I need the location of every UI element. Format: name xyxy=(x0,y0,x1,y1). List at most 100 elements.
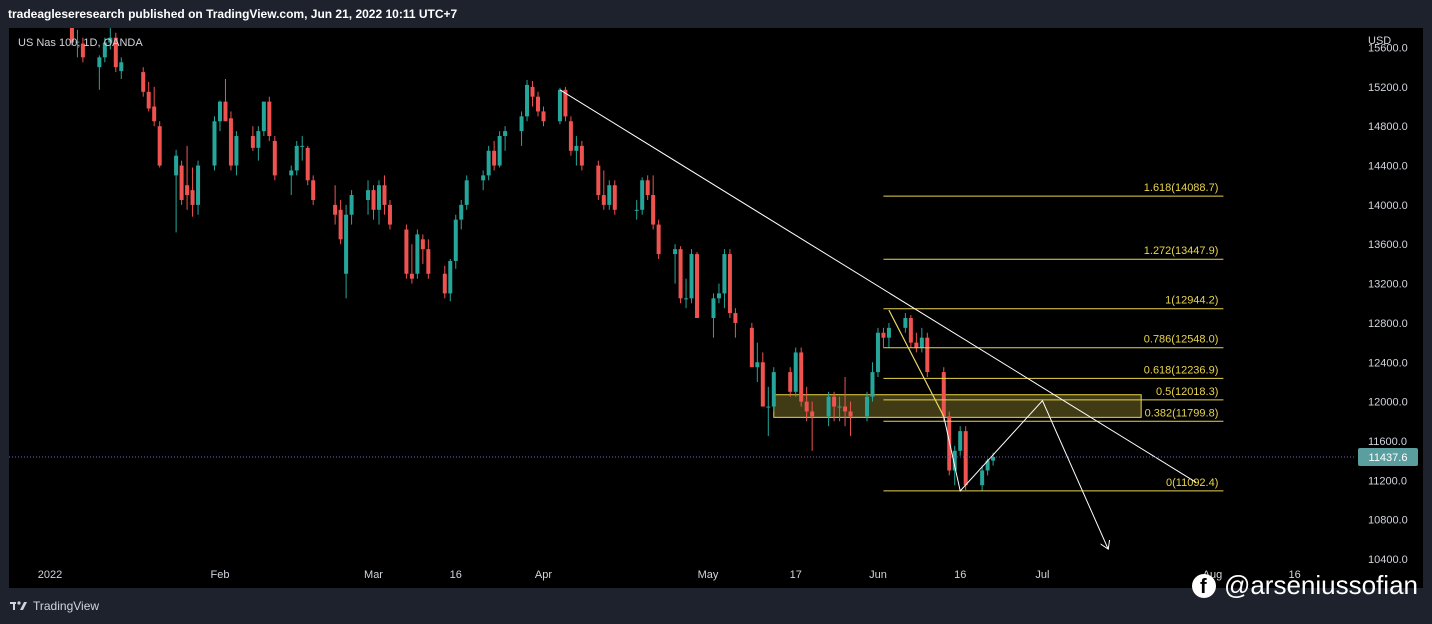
candle[interactable] xyxy=(267,101,272,137)
candle[interactable] xyxy=(141,72,146,92)
candle[interactable] xyxy=(349,195,354,215)
candle[interactable] xyxy=(185,185,190,196)
candle[interactable] xyxy=(941,372,946,417)
candle[interactable] xyxy=(75,41,80,43)
candle[interactable] xyxy=(832,396,837,407)
candle[interactable] xyxy=(958,431,963,451)
candle[interactable] xyxy=(256,131,261,148)
candle[interactable] xyxy=(305,147,310,181)
candle[interactable] xyxy=(382,185,387,205)
candle[interactable] xyxy=(234,136,239,166)
candle[interactable] xyxy=(376,185,381,210)
candle[interactable] xyxy=(404,229,409,274)
candle[interactable] xyxy=(442,273,447,294)
candle[interactable] xyxy=(453,219,458,261)
candle[interactable] xyxy=(481,175,486,181)
candle[interactable] xyxy=(464,180,469,205)
candle[interactable] xyxy=(722,254,727,294)
candle[interactable] xyxy=(864,396,869,417)
candle[interactable] xyxy=(771,372,776,407)
candle[interactable] xyxy=(272,140,277,176)
candle[interactable] xyxy=(486,150,491,176)
candle[interactable] xyxy=(689,254,694,299)
candle[interactable] xyxy=(261,101,266,132)
candle[interactable] xyxy=(113,37,118,68)
candle[interactable] xyxy=(799,352,804,402)
candle[interactable] xyxy=(804,401,809,412)
candle[interactable] xyxy=(826,396,831,417)
candlestick-chart[interactable]: 15600.0 15200.0 14800.0 14400.0 14000.0 13600… xyxy=(9,0,1423,588)
candle[interactable] xyxy=(190,190,195,205)
candle[interactable] xyxy=(579,145,584,166)
candle[interactable] xyxy=(557,89,562,122)
candle[interactable] xyxy=(881,332,886,338)
candle[interactable] xyxy=(985,460,990,471)
candle[interactable] xyxy=(459,204,464,220)
candle[interactable] xyxy=(344,214,349,274)
candle[interactable] xyxy=(530,86,535,97)
candle[interactable] xyxy=(387,204,392,225)
candle[interactable] xyxy=(519,116,524,132)
candle[interactable] xyxy=(645,180,650,196)
candle[interactable] xyxy=(409,273,414,279)
candle[interactable] xyxy=(196,165,201,205)
candle[interactable] xyxy=(716,293,721,299)
candle[interactable] xyxy=(228,118,233,166)
candle[interactable] xyxy=(146,91,151,109)
candle[interactable] xyxy=(294,145,299,171)
candle[interactable] xyxy=(152,106,157,122)
candle[interactable] xyxy=(612,185,617,210)
candle[interactable] xyxy=(607,185,612,205)
candle[interactable] xyxy=(212,121,217,166)
candle[interactable] xyxy=(492,150,497,166)
candle[interactable] xyxy=(563,89,568,117)
candle[interactable] xyxy=(174,155,179,176)
candle[interactable] xyxy=(711,298,716,319)
candle[interactable] xyxy=(640,180,645,210)
candle[interactable] xyxy=(875,332,880,373)
candle[interactable] xyxy=(300,145,305,147)
candle[interactable] xyxy=(908,318,913,343)
candle[interactable] xyxy=(886,327,891,338)
candle[interactable] xyxy=(568,121,573,151)
candle[interactable] xyxy=(755,362,760,368)
candle[interactable] xyxy=(80,43,85,58)
candle[interactable] xyxy=(651,195,656,225)
candle[interactable] xyxy=(497,136,502,166)
candle[interactable] xyxy=(684,298,689,300)
candle[interactable] xyxy=(843,406,848,412)
candle[interactable] xyxy=(952,450,957,471)
candle[interactable] xyxy=(980,470,985,486)
candle[interactable] xyxy=(217,101,222,122)
candle[interactable] xyxy=(914,342,919,348)
candle[interactable] xyxy=(574,145,579,151)
candle[interactable] xyxy=(760,362,765,407)
candle[interactable] xyxy=(766,406,771,408)
candle[interactable] xyxy=(727,254,732,314)
candle[interactable] xyxy=(848,411,853,417)
candle[interactable] xyxy=(157,126,162,166)
candle[interactable] xyxy=(108,37,113,43)
candle[interactable] xyxy=(601,195,606,205)
candle[interactable] xyxy=(426,249,431,274)
candle[interactable] xyxy=(415,234,420,274)
candle[interactable] xyxy=(919,337,924,348)
candle[interactable] xyxy=(656,224,661,255)
candle[interactable] xyxy=(963,431,968,486)
candle[interactable] xyxy=(366,190,371,200)
candle[interactable] xyxy=(991,456,996,461)
candle[interactable] xyxy=(503,131,508,137)
candle[interactable] xyxy=(250,136,255,148)
candle[interactable] xyxy=(102,42,107,58)
candle[interactable] xyxy=(678,249,683,299)
candle[interactable] xyxy=(749,327,754,368)
candle[interactable] xyxy=(333,204,338,215)
candle[interactable] xyxy=(903,318,908,328)
tradingview-logo[interactable]: TradingView xyxy=(10,599,99,613)
candle[interactable] xyxy=(448,260,453,294)
candle[interactable] xyxy=(793,352,798,392)
candle[interactable] xyxy=(925,337,930,373)
candle[interactable] xyxy=(536,96,541,112)
candle[interactable] xyxy=(420,239,425,250)
candle[interactable] xyxy=(311,180,316,200)
